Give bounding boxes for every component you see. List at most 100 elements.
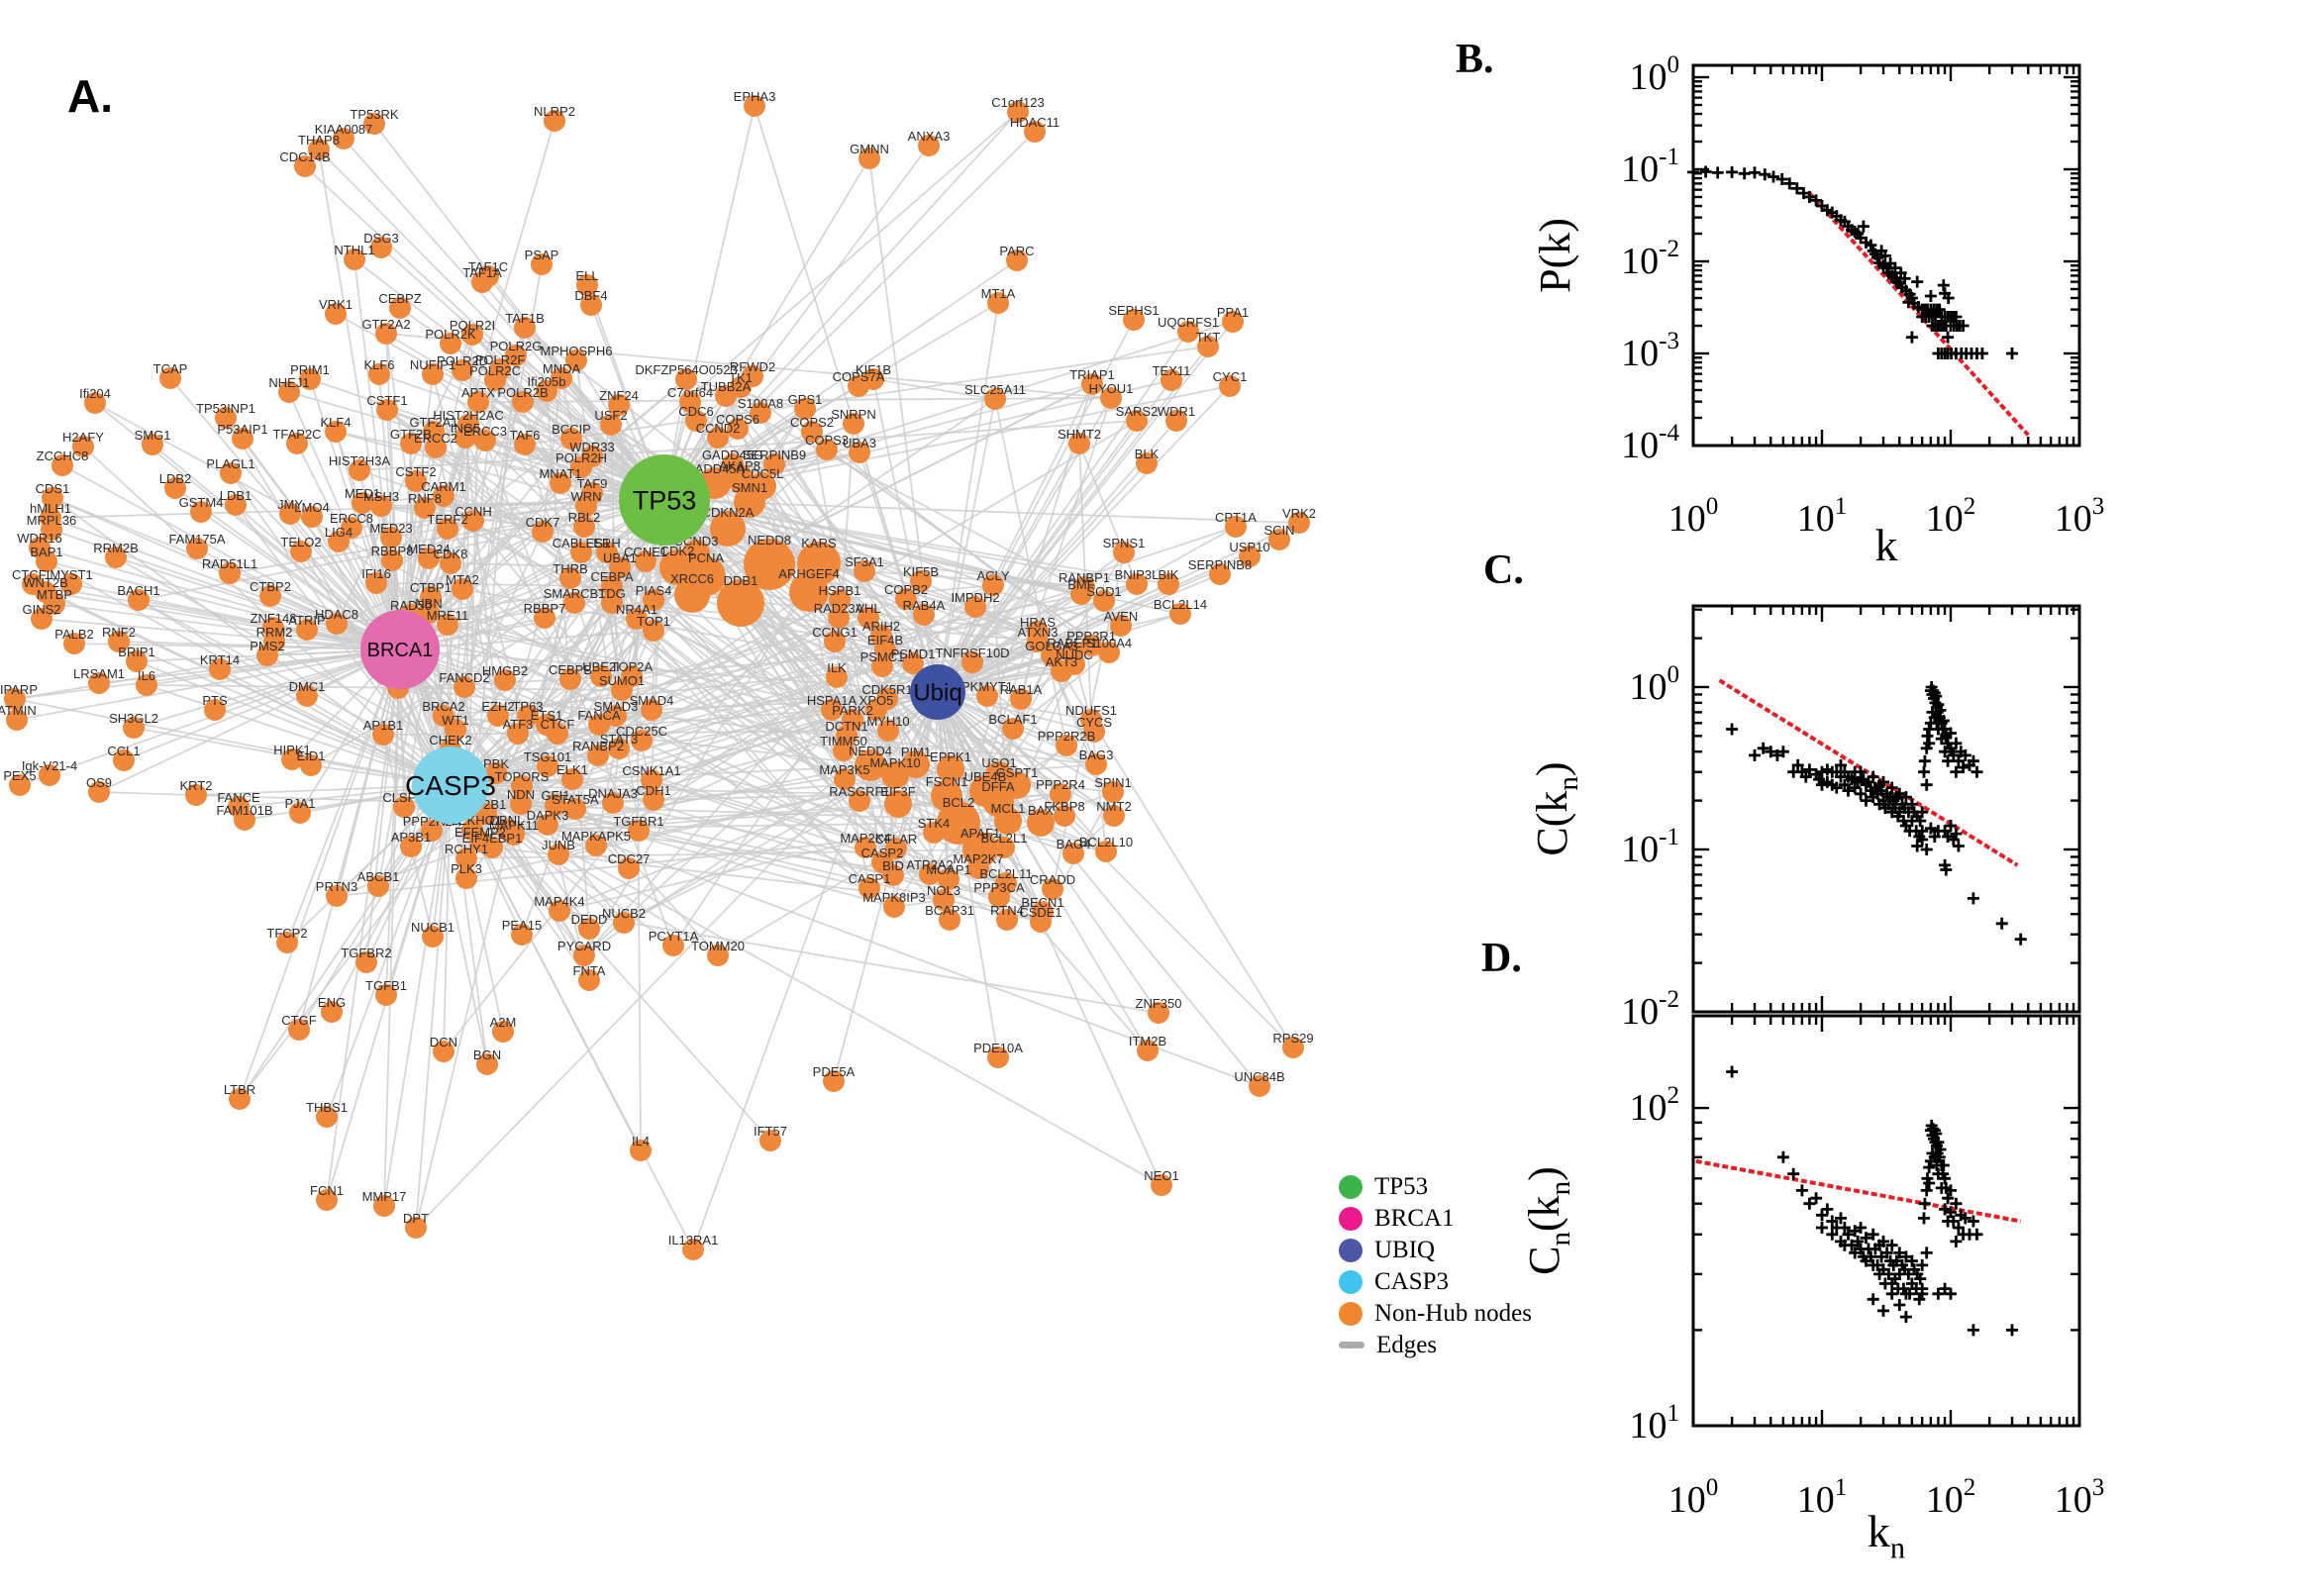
non-hub-node xyxy=(881,761,909,789)
x-axis-title: k xyxy=(1875,520,1898,570)
hub-node-brca1 xyxy=(360,610,440,689)
non-hub-node xyxy=(862,368,884,390)
non-hub-node xyxy=(643,620,664,642)
node-label: RAD51L1 xyxy=(202,556,257,571)
non-hub-node xyxy=(352,492,373,514)
non-hub-node xyxy=(902,750,930,778)
non-hub-node xyxy=(9,774,31,796)
non-hub-node xyxy=(826,666,848,688)
node-label: USP10 xyxy=(1229,540,1269,554)
non-hub-node xyxy=(454,676,475,698)
node-label: TIPARP xyxy=(0,682,38,697)
non-hub-node xyxy=(1010,688,1032,710)
node-label: SEPHS1 xyxy=(1108,303,1159,318)
node-label: GMNN xyxy=(850,142,889,156)
non-hub-node xyxy=(573,516,595,538)
non-hub-node xyxy=(185,784,207,806)
non-hub-node xyxy=(1288,512,1310,534)
node-label: CSTF2 xyxy=(395,464,436,479)
non-hub-node xyxy=(328,531,350,552)
non-hub-node xyxy=(6,709,28,731)
node-label: WDR16 xyxy=(17,531,62,546)
non-hub-node xyxy=(113,749,135,771)
non-hub-node xyxy=(393,796,415,818)
node-label: APAF1 xyxy=(960,826,1000,841)
non-hub-node xyxy=(601,592,623,614)
node-label: SCIN xyxy=(1263,523,1294,538)
node-label: IFT57 xyxy=(754,1124,787,1139)
node-label: BIK xyxy=(1159,567,1179,582)
non-hub-node xyxy=(1102,781,1124,803)
node-label: BCL2L10 xyxy=(1079,835,1133,849)
node-label: CTCFL xyxy=(12,567,53,582)
node-label: KLF6 xyxy=(363,357,394,372)
non-hub-node xyxy=(433,485,454,507)
non-hub-node xyxy=(685,410,707,432)
node-label: RBBP7 xyxy=(524,601,566,616)
node-label: COPS3 xyxy=(805,433,849,448)
node-label: ERCC2 xyxy=(414,431,457,446)
node-label: MT1A xyxy=(981,286,1016,301)
node-label: DSG3 xyxy=(363,231,398,246)
non-hub-node xyxy=(988,886,1010,908)
non-hub-node xyxy=(232,428,253,449)
non-hub-node xyxy=(63,633,85,654)
non-hub-node xyxy=(882,864,904,886)
non-hub-node xyxy=(367,875,389,897)
node-label: BAG3 xyxy=(1079,748,1114,762)
scatter-plus-markers xyxy=(1687,165,2018,359)
y-axis-title: C(kn) xyxy=(1528,761,1584,855)
non-hub-node xyxy=(532,521,554,543)
node-label: CDC27 xyxy=(608,851,651,866)
node-label: RFWD2 xyxy=(730,359,775,374)
node-label: LRSAM1 xyxy=(73,666,125,681)
node-label: TAF1C xyxy=(468,259,508,274)
power-law-fit-line xyxy=(1695,1158,2022,1224)
non-hub-node xyxy=(643,589,664,611)
non-hub-node xyxy=(4,688,26,710)
non-hub-node xyxy=(918,135,940,156)
non-hub-node xyxy=(744,539,795,590)
node-label: ATMIN xyxy=(0,703,37,718)
non-hub-node xyxy=(551,367,572,389)
node-label: HIST2H3A xyxy=(329,453,390,468)
node-label: POLR2I xyxy=(450,318,495,333)
non-hub-node xyxy=(440,552,461,574)
non-hub-node xyxy=(564,798,586,820)
non-hub-node xyxy=(136,674,157,696)
node-label: PCYT1A xyxy=(649,929,699,944)
non-hub-node xyxy=(964,596,986,618)
node-label: ERCC3 xyxy=(463,424,507,439)
non-hub-node xyxy=(1165,410,1187,432)
node-label: UBA3 xyxy=(843,436,876,450)
node-label: MAPK10 xyxy=(869,755,920,770)
node-label: CCNE1 xyxy=(624,545,667,559)
node-label: SOD1 xyxy=(1086,584,1121,599)
non-hub-node xyxy=(707,427,729,449)
node-label: PDE10A xyxy=(973,1041,1023,1055)
node-label: WRN xyxy=(570,489,601,504)
node-label: NUCB1 xyxy=(411,920,454,935)
node-label: BCL2L1 xyxy=(981,831,1028,846)
node-label: KIAA0087 xyxy=(315,122,373,137)
node-label: SERPINB8 xyxy=(1188,557,1252,572)
non-hub-node xyxy=(576,274,598,296)
node-label: CCL1 xyxy=(107,744,140,758)
node-label: IL4 xyxy=(632,1134,650,1148)
non-hub-node xyxy=(461,324,483,346)
node-label: MYH10 xyxy=(866,714,909,729)
tick-label: 102 xyxy=(1629,1082,1679,1129)
node-label: MRE11 xyxy=(427,608,468,623)
node-label: BMF xyxy=(1067,577,1095,592)
axis-labels: 100 101 102 103 k 100 10-1 10-2 10-3 10-4 P(k) xyxy=(1531,51,2104,570)
node-label: MAPK11 xyxy=(489,818,539,833)
node-label: EIF4EBP1 xyxy=(462,831,523,846)
node-label: CDC14B xyxy=(279,150,330,164)
node-label: IMPDH2 xyxy=(951,590,999,605)
axis-ticks xyxy=(1691,1016,2081,1428)
node-label: FKBP8 xyxy=(1044,799,1084,814)
hub-node-ubiq xyxy=(910,664,965,720)
non-hub-node xyxy=(1083,721,1105,743)
node-label: BCAP31 xyxy=(925,903,974,918)
node-label: TFAP2C xyxy=(272,427,321,442)
